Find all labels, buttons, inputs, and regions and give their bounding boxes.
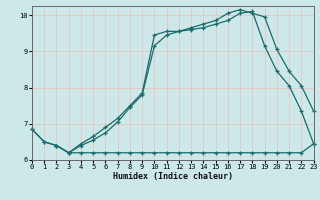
X-axis label: Humidex (Indice chaleur): Humidex (Indice chaleur) (113, 172, 233, 181)
